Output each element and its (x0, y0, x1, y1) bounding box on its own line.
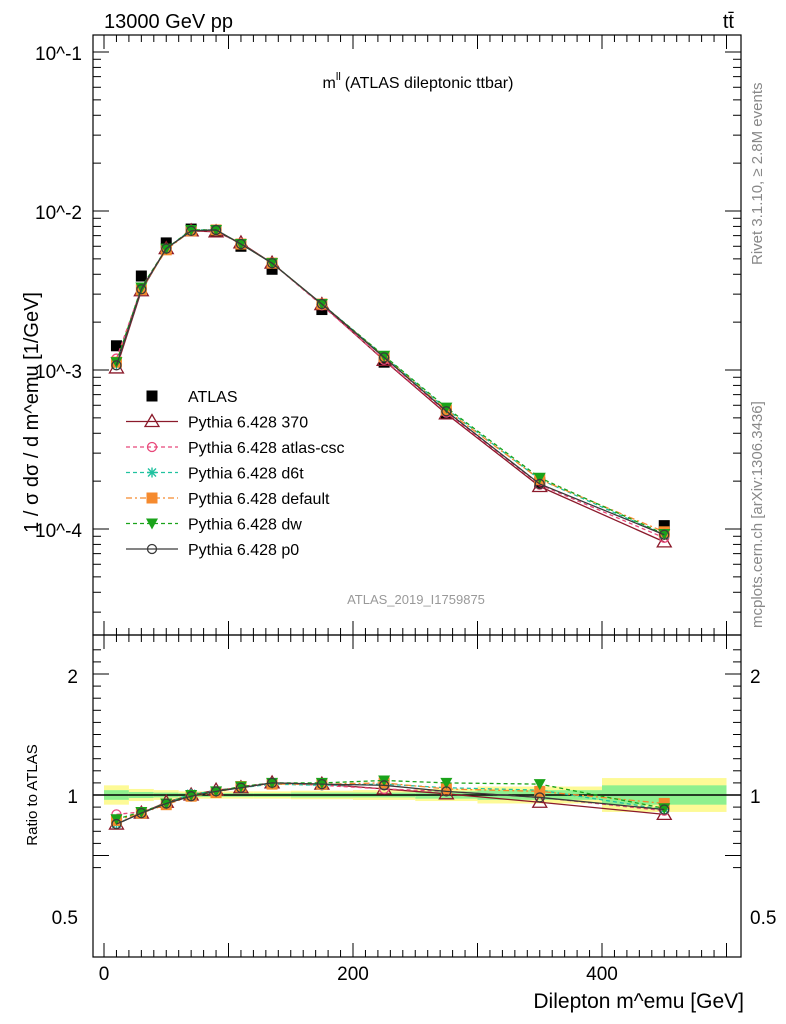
ratio-panel-frame (92, 634, 742, 958)
legend-label: Pythia 6.428 p0 (188, 542, 299, 559)
ytick-label-1e-1: 10^-1 (35, 44, 82, 65)
data-point (440, 402, 453, 414)
energy-label: 13000 GeV pp (104, 11, 233, 33)
ratio-ytick-label-2-right: 2 (750, 667, 761, 688)
data-point (316, 298, 328, 310)
ratio-ytick-label-2: 2 (67, 667, 78, 688)
ratio-data-point (161, 798, 172, 809)
legend-label: Pythia 6.428 d6t (188, 466, 304, 483)
data-point (136, 284, 147, 295)
process-label: tt̄ (723, 11, 735, 33)
xtick-label-400: 400 (586, 964, 618, 985)
main-panel-ticks (93, 35, 741, 635)
data-point (235, 238, 247, 250)
data-point (111, 360, 122, 371)
legend-entry: Pythia 6.428 370 (126, 413, 308, 432)
series-atlas (110, 223, 670, 532)
ratio-ytick-label-0p5: 0.5 (52, 908, 78, 929)
series-line (115, 229, 665, 536)
legend-marker (146, 543, 158, 555)
ratio-data-point (136, 808, 147, 819)
ratio-data-point (185, 791, 197, 802)
ratio-panel-ticks (93, 635, 741, 957)
data-point (378, 352, 390, 363)
data-point (266, 263, 278, 275)
series-pythia-6-428-p0 (111, 224, 670, 540)
legend-entry: Pythia 6.428 p0 (126, 542, 299, 559)
ytick-label-1e-4: 10^-4 (35, 521, 82, 542)
data-point (135, 270, 147, 282)
series-line (115, 229, 665, 535)
legend-marker (146, 492, 158, 504)
main-series-group (108, 222, 673, 548)
legend-label: Pythia 6.428 default (188, 491, 330, 508)
ratio-data-point (316, 778, 328, 790)
ratio-data-point (111, 818, 122, 830)
data-point (266, 257, 278, 269)
legend-marker (146, 390, 158, 402)
ratio-data-point (235, 782, 247, 793)
legend: ATLAS Pythia 6.428 370 Pythia 6.428 atlas-… (126, 389, 345, 559)
xtick-label-0: 0 (99, 964, 110, 985)
data-point (210, 224, 222, 236)
legend-marker (146, 441, 158, 453)
x-axis-label: Dilepton m^emu [GeV] (533, 990, 744, 1013)
ratio-data-point (210, 786, 222, 797)
source-label: mcplots.cern.ch [arXiv:1306.3436] (749, 401, 766, 628)
analysis-id: ATLAS_2019_I1759875 (347, 592, 485, 607)
main-y-axis-label: 1 / σ dσ / d m^emu [1/GeV] (21, 292, 43, 533)
ratio-data-point (531, 793, 548, 808)
legend-label: Pythia 6.428 370 (188, 415, 308, 432)
series-line (115, 229, 665, 536)
ratio-data-point (440, 783, 452, 795)
ratio-series-pythia-6-428-p0 (111, 777, 670, 830)
legend-label: ATLAS (188, 389, 238, 406)
ratio-y-axis-label: Ratio to ATLAS (24, 744, 41, 845)
ratio-data-point (378, 780, 390, 791)
ytick-label-1e-3: 10^-3 (35, 362, 82, 383)
ratio-data-point (659, 804, 670, 815)
legend-marker (146, 518, 158, 530)
title-rest: (ATLAS dileptonic ttbar) (345, 75, 514, 92)
xtick-label-200: 200 (337, 964, 369, 985)
ratio-data-point (534, 792, 545, 803)
ratio-ytick-label-0p5-right: 0.5 (750, 908, 776, 929)
legend-entry: ATLAS (146, 389, 238, 406)
data-point (441, 406, 452, 417)
data-point (110, 357, 123, 369)
ratio-data-point (440, 777, 453, 789)
ratio-data-point (441, 786, 452, 797)
legend-entry: Pythia 6.428 d6t (126, 466, 304, 483)
data-point (161, 243, 172, 254)
data-point (185, 225, 197, 237)
legend-entry: Pythia 6.428 dw (126, 517, 302, 534)
legend-marker (143, 413, 161, 428)
data-point (534, 478, 545, 490)
data-point (658, 520, 670, 532)
data-point (110, 340, 122, 352)
legend-label: Pythia 6.428 dw (188, 517, 302, 534)
legend-entry: Pythia 6.428 default (126, 491, 330, 508)
ratio-data-point (266, 777, 278, 789)
data-point (659, 529, 670, 540)
ratio-series-line (116, 779, 665, 820)
legend-entry: Pythia 6.428 atlas-csc (126, 440, 345, 457)
ratio-data-point (534, 785, 546, 797)
legend-marker (147, 467, 157, 478)
ratio-ytick-label-1-right: 1 (750, 787, 761, 808)
data-point (533, 472, 546, 484)
ytick-label-1e-2: 10^-2 (35, 203, 82, 224)
main-title: mll (ATLAS dileptonic ttbar) (323, 71, 514, 92)
ratio-ytick-label-1: 1 (67, 787, 78, 808)
title-superscript: ll (336, 71, 341, 83)
title-main: m (323, 75, 336, 92)
ratio-series-group (108, 774, 673, 830)
legend-label: Pythia 6.428 atlas-csc (188, 440, 345, 457)
ratio-data-point (533, 779, 546, 791)
series-line (115, 229, 665, 533)
rivet-label: Rivet 3.1.10, ≥ 2.8M events (749, 83, 766, 266)
